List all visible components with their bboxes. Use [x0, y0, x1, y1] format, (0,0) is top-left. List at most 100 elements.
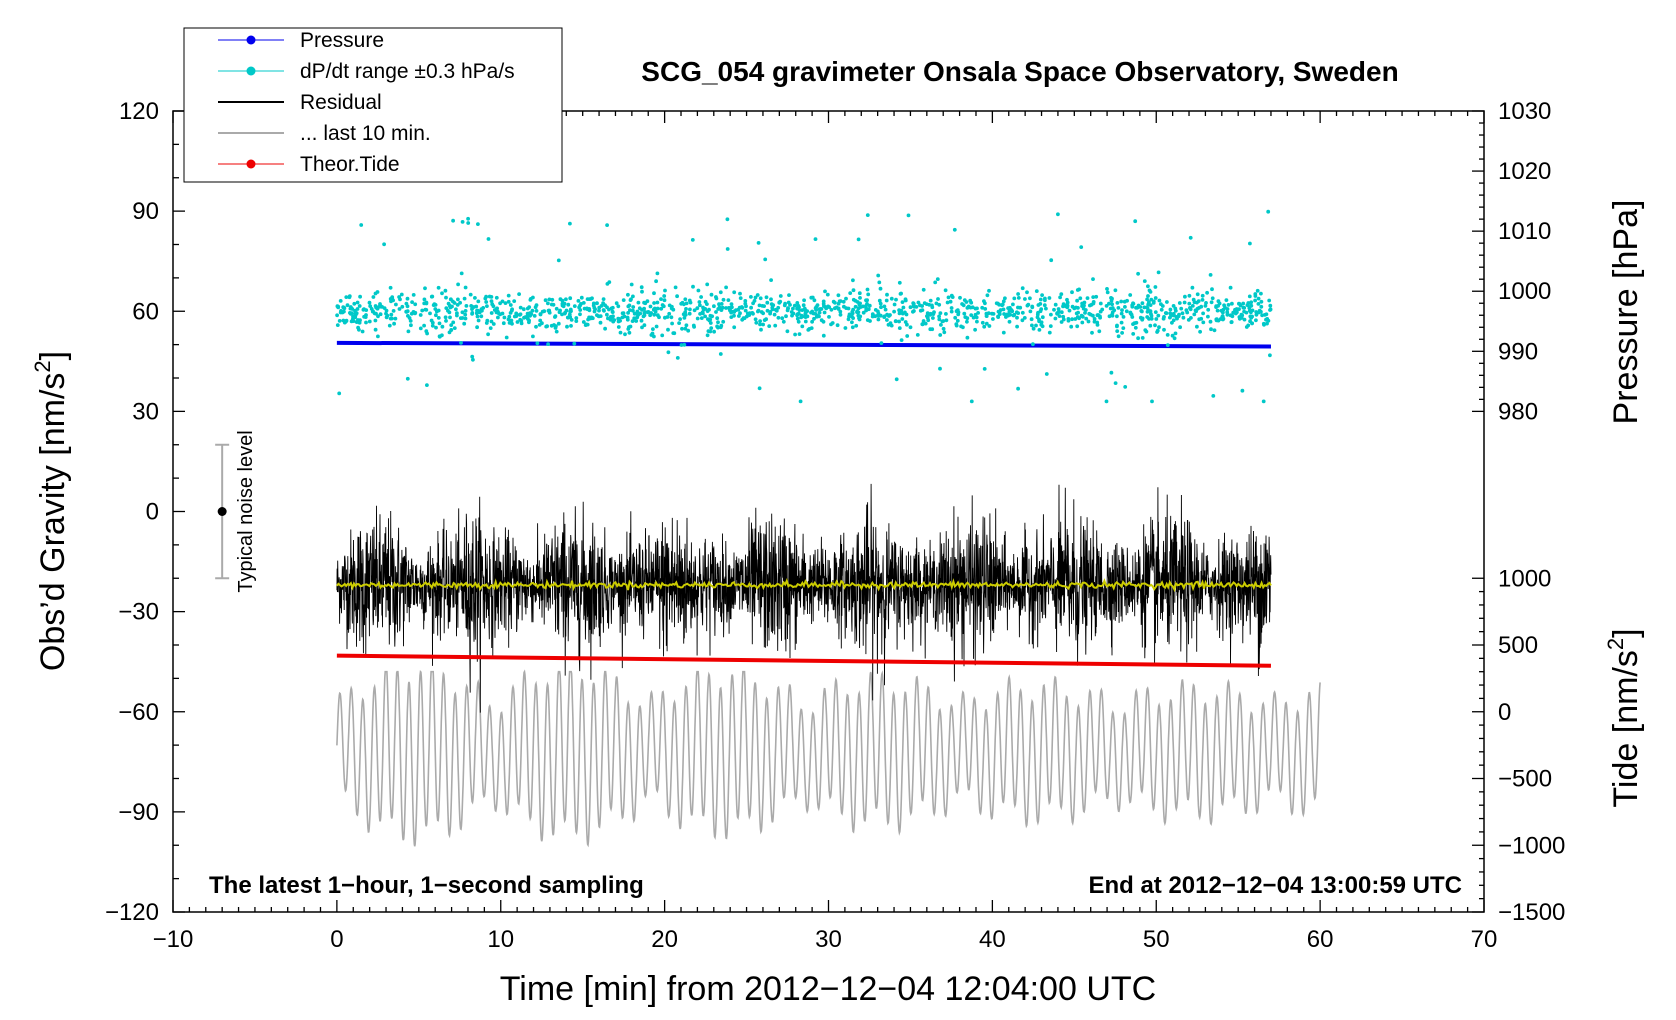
dpdt-point [344, 318, 349, 323]
dpdt-point [1025, 290, 1029, 295]
dpdt-point [1147, 300, 1151, 304]
dpdt-point [515, 320, 520, 324]
dpdt-point [1247, 306, 1252, 310]
dpdt-point [965, 316, 970, 321]
dpdt-point [984, 314, 989, 318]
dpdt-point [607, 280, 612, 284]
dpdt-point [632, 316, 637, 321]
dpdt-point [743, 301, 748, 306]
dpdt-point [1034, 289, 1039, 293]
dpdt-point [883, 307, 888, 312]
dpdt-point [388, 285, 393, 290]
dpdt-point [865, 213, 870, 218]
dpdt-point [879, 305, 883, 310]
dpdt-point [868, 319, 872, 323]
dpdt-point [652, 301, 656, 305]
dpdt-point [1030, 323, 1034, 328]
dpdt-point [796, 319, 801, 324]
dpdt-point [791, 311, 796, 316]
dpdt-point [878, 301, 883, 306]
dpdt-point [1104, 304, 1109, 308]
dpdt-point [452, 326, 457, 330]
dpdt-point [1199, 316, 1204, 321]
dpdt-point [857, 291, 862, 296]
dpdt-point [1121, 315, 1126, 319]
dpdt-point [1080, 301, 1084, 306]
dpdt-point [969, 399, 974, 404]
dpdt-point [1173, 331, 1178, 336]
dpdt-point [568, 309, 573, 314]
dpdt-point [1241, 301, 1246, 306]
dpdt-point [1044, 372, 1049, 376]
dpdt-point [491, 322, 496, 326]
dpdt-point [431, 303, 436, 307]
dpdt-point [518, 305, 523, 310]
dpdt-point [631, 305, 636, 309]
dpdt-point [899, 338, 904, 342]
dpdt-point [368, 304, 373, 308]
dpdt-point [776, 315, 781, 320]
dpdt-point [639, 318, 644, 323]
dpdt-point [954, 322, 959, 326]
dpdt-point [1149, 297, 1154, 302]
x-tick-label: 40 [979, 926, 1006, 953]
dpdt-point [534, 303, 539, 307]
dpdt-point [901, 305, 906, 310]
dpdt-point [1244, 325, 1249, 329]
dpdt-point [740, 306, 745, 310]
pressure-tick-label: 1010 [1498, 218, 1551, 245]
dpdt-point [721, 297, 726, 302]
x-tick-labels: −10 0 10 20 30 40 50 60 70 [153, 926, 1498, 953]
dpdt-point [758, 322, 762, 327]
dpdt-point [1011, 313, 1016, 318]
dpdt-point [687, 311, 692, 316]
dpdt-point [795, 306, 799, 311]
dpdt-point [601, 301, 605, 305]
dpdt-point [642, 313, 647, 318]
x-tick-label: 60 [1307, 926, 1334, 953]
dpdt-point [695, 316, 700, 321]
dpdt-point [1053, 302, 1058, 307]
dpdt-point [640, 325, 644, 330]
dpdt-point [1261, 321, 1266, 326]
dpdt-point [1076, 310, 1080, 315]
dpdt-point [991, 317, 995, 321]
dpdt-point [850, 311, 855, 316]
dpdt-point [554, 329, 559, 334]
noise-center-dot [217, 507, 227, 516]
dpdt-point [532, 314, 537, 318]
dpdt-point [706, 329, 711, 333]
dpdt-point [1187, 293, 1192, 298]
dpdt-point [364, 320, 368, 325]
dpdt-point [841, 299, 846, 304]
dpdt-point [965, 319, 969, 324]
dpdt-point [629, 282, 634, 287]
dpdt-point [1192, 300, 1197, 305]
dpdt-point [1124, 309, 1129, 314]
dpdt-point [547, 297, 552, 302]
dpdt-point [675, 356, 680, 360]
dpdt-point [512, 299, 517, 303]
dpdt-point [931, 316, 935, 320]
dpdt-point [1157, 325, 1161, 330]
dpdt-point [1076, 306, 1080, 310]
dpdt-point [1256, 302, 1261, 306]
dpdt-point [784, 314, 788, 319]
dpdt-point [982, 367, 987, 371]
dpdt-point [1028, 309, 1033, 314]
noise-label: Typical noise level [235, 430, 257, 592]
dpdt-point [474, 304, 479, 309]
dpdt-point [690, 238, 695, 242]
dpdt-point [858, 314, 863, 319]
dpdt-point [1116, 306, 1121, 310]
dpdt-point [708, 313, 713, 318]
dpdt-point [489, 299, 494, 303]
dpdt-point [556, 258, 561, 263]
dpdt-point [1159, 307, 1164, 312]
dpdt-point [1240, 388, 1245, 393]
dpdt-point [562, 301, 567, 306]
dpdt-point [351, 319, 356, 323]
dpdt-point [959, 324, 963, 329]
dpdt-point [921, 319, 926, 323]
